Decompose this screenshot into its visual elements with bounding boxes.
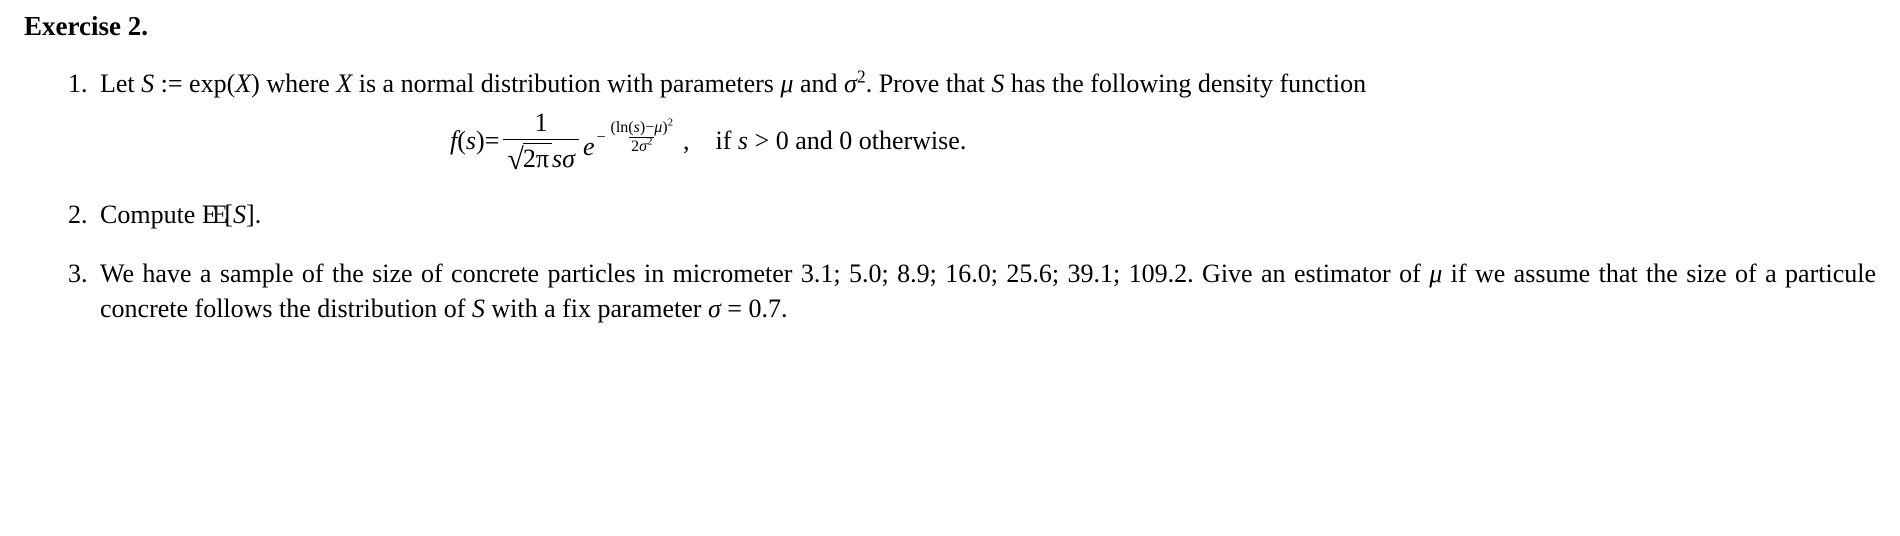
item2-open: [ bbox=[224, 200, 233, 229]
formula-num: 1 bbox=[531, 110, 552, 139]
exp-minus: − bbox=[596, 130, 605, 146]
item3-val: 0.7 bbox=[748, 294, 781, 323]
item2-close: ]. bbox=[246, 200, 261, 229]
sqrt: √ 2π bbox=[507, 143, 552, 173]
exp-den-two: 2 bbox=[631, 138, 639, 155]
after-text-1: , if bbox=[683, 126, 738, 155]
item1-mid2: is a normal distribution with parameters bbox=[352, 69, 780, 98]
item1-S: S bbox=[991, 69, 1004, 98]
exp-den-pow: 2 bbox=[647, 136, 652, 148]
item3-mid1: . Give an estimator of bbox=[1187, 259, 1429, 288]
after-text-2: > 0 and 0 otherwise. bbox=[748, 126, 966, 155]
item1-def-S: S bbox=[141, 69, 154, 98]
item1-def-close: ) bbox=[251, 69, 260, 98]
item3-mu: μ bbox=[1429, 259, 1442, 288]
item-1: Let S := exp(X) where X is a normal dist… bbox=[94, 66, 1876, 172]
expectation-E: EE bbox=[202, 200, 222, 229]
formula-close: ) bbox=[476, 123, 485, 158]
item-2: Compute EE [S]. bbox=[94, 197, 1876, 232]
exercise-title: Exercise 2. bbox=[24, 8, 1876, 44]
item3-pre: We have a sample of the size of concrete… bbox=[100, 259, 801, 288]
exp-fraction: (ln(s)−μ)2 2σ2 bbox=[609, 120, 676, 155]
item1-mid3: . Prove that bbox=[866, 69, 992, 98]
exp-superscript: − (ln(s)−μ)2 2σ2 bbox=[596, 120, 675, 155]
density-formula: f(s) = 1 √ 2π sσ e − (ln(s) bbox=[100, 110, 1876, 173]
surd-symbol: √ bbox=[507, 145, 523, 175]
den-s: s bbox=[552, 144, 562, 173]
formula-exponential: e − (ln(s)−μ)2 2σ2 bbox=[583, 123, 675, 158]
item3-eq: = bbox=[721, 294, 749, 323]
item3-data: 3.1; 5.0; 8.9; 16.0; 25.6; 39.1; 109.2 bbox=[801, 259, 1187, 288]
item1-X: X bbox=[336, 69, 352, 98]
formula-s: s bbox=[466, 123, 476, 158]
exp-den-sigma: σ bbox=[639, 138, 647, 155]
formula-open: ( bbox=[457, 123, 466, 158]
formula-eq: = bbox=[485, 123, 500, 158]
item1-mu: μ bbox=[780, 69, 793, 98]
item1-mid1: where bbox=[266, 69, 336, 98]
formula-fraction: 1 √ 2π sσ bbox=[503, 110, 579, 173]
exercise-page: Exercise 2. Let S := exp(X) where X is a… bbox=[0, 0, 1900, 536]
item1-def-X: X bbox=[235, 69, 251, 98]
item1-mid4: has the following density function bbox=[1004, 69, 1366, 98]
item3-end: . bbox=[781, 294, 788, 323]
item1-def-assign: := exp( bbox=[161, 69, 236, 98]
exp-den: 2σ2 bbox=[629, 137, 654, 155]
item1-and: and bbox=[793, 69, 844, 98]
formula-after: , if s > 0 and 0 otherwise. bbox=[683, 123, 966, 158]
E-glyph-2: E bbox=[212, 200, 222, 229]
item3-S: S bbox=[472, 294, 485, 323]
item1-sigma: σ bbox=[844, 69, 857, 98]
den-sigma: σ bbox=[562, 144, 575, 173]
formula-den: √ 2π sσ bbox=[503, 139, 579, 173]
exp-num-close: )− bbox=[640, 119, 654, 136]
radicand: 2π bbox=[523, 143, 552, 173]
exercise-list: Let S := exp(X) where X is a normal dist… bbox=[24, 66, 1876, 325]
formula-f: f bbox=[450, 123, 457, 158]
item3-sigma: σ bbox=[708, 294, 721, 323]
exp-num-pow: 2 bbox=[668, 117, 673, 129]
item-3: We have a sample of the size of concrete… bbox=[94, 256, 1876, 326]
exp-num-ln: (ln( bbox=[611, 119, 634, 136]
item1-sigma-exp: 2 bbox=[857, 67, 866, 87]
two-pi: 2π bbox=[523, 144, 549, 173]
E-glyph-1: E bbox=[202, 200, 212, 229]
exp-num: (ln(s)−μ)2 bbox=[609, 120, 676, 137]
item3-mid3: with a fix parameter bbox=[485, 294, 708, 323]
item2-pre: Compute bbox=[100, 200, 202, 229]
after-s: s bbox=[738, 126, 748, 155]
exp-base-e: e bbox=[583, 129, 595, 164]
item1-pre: Let bbox=[100, 69, 141, 98]
item2-S: S bbox=[233, 200, 246, 229]
